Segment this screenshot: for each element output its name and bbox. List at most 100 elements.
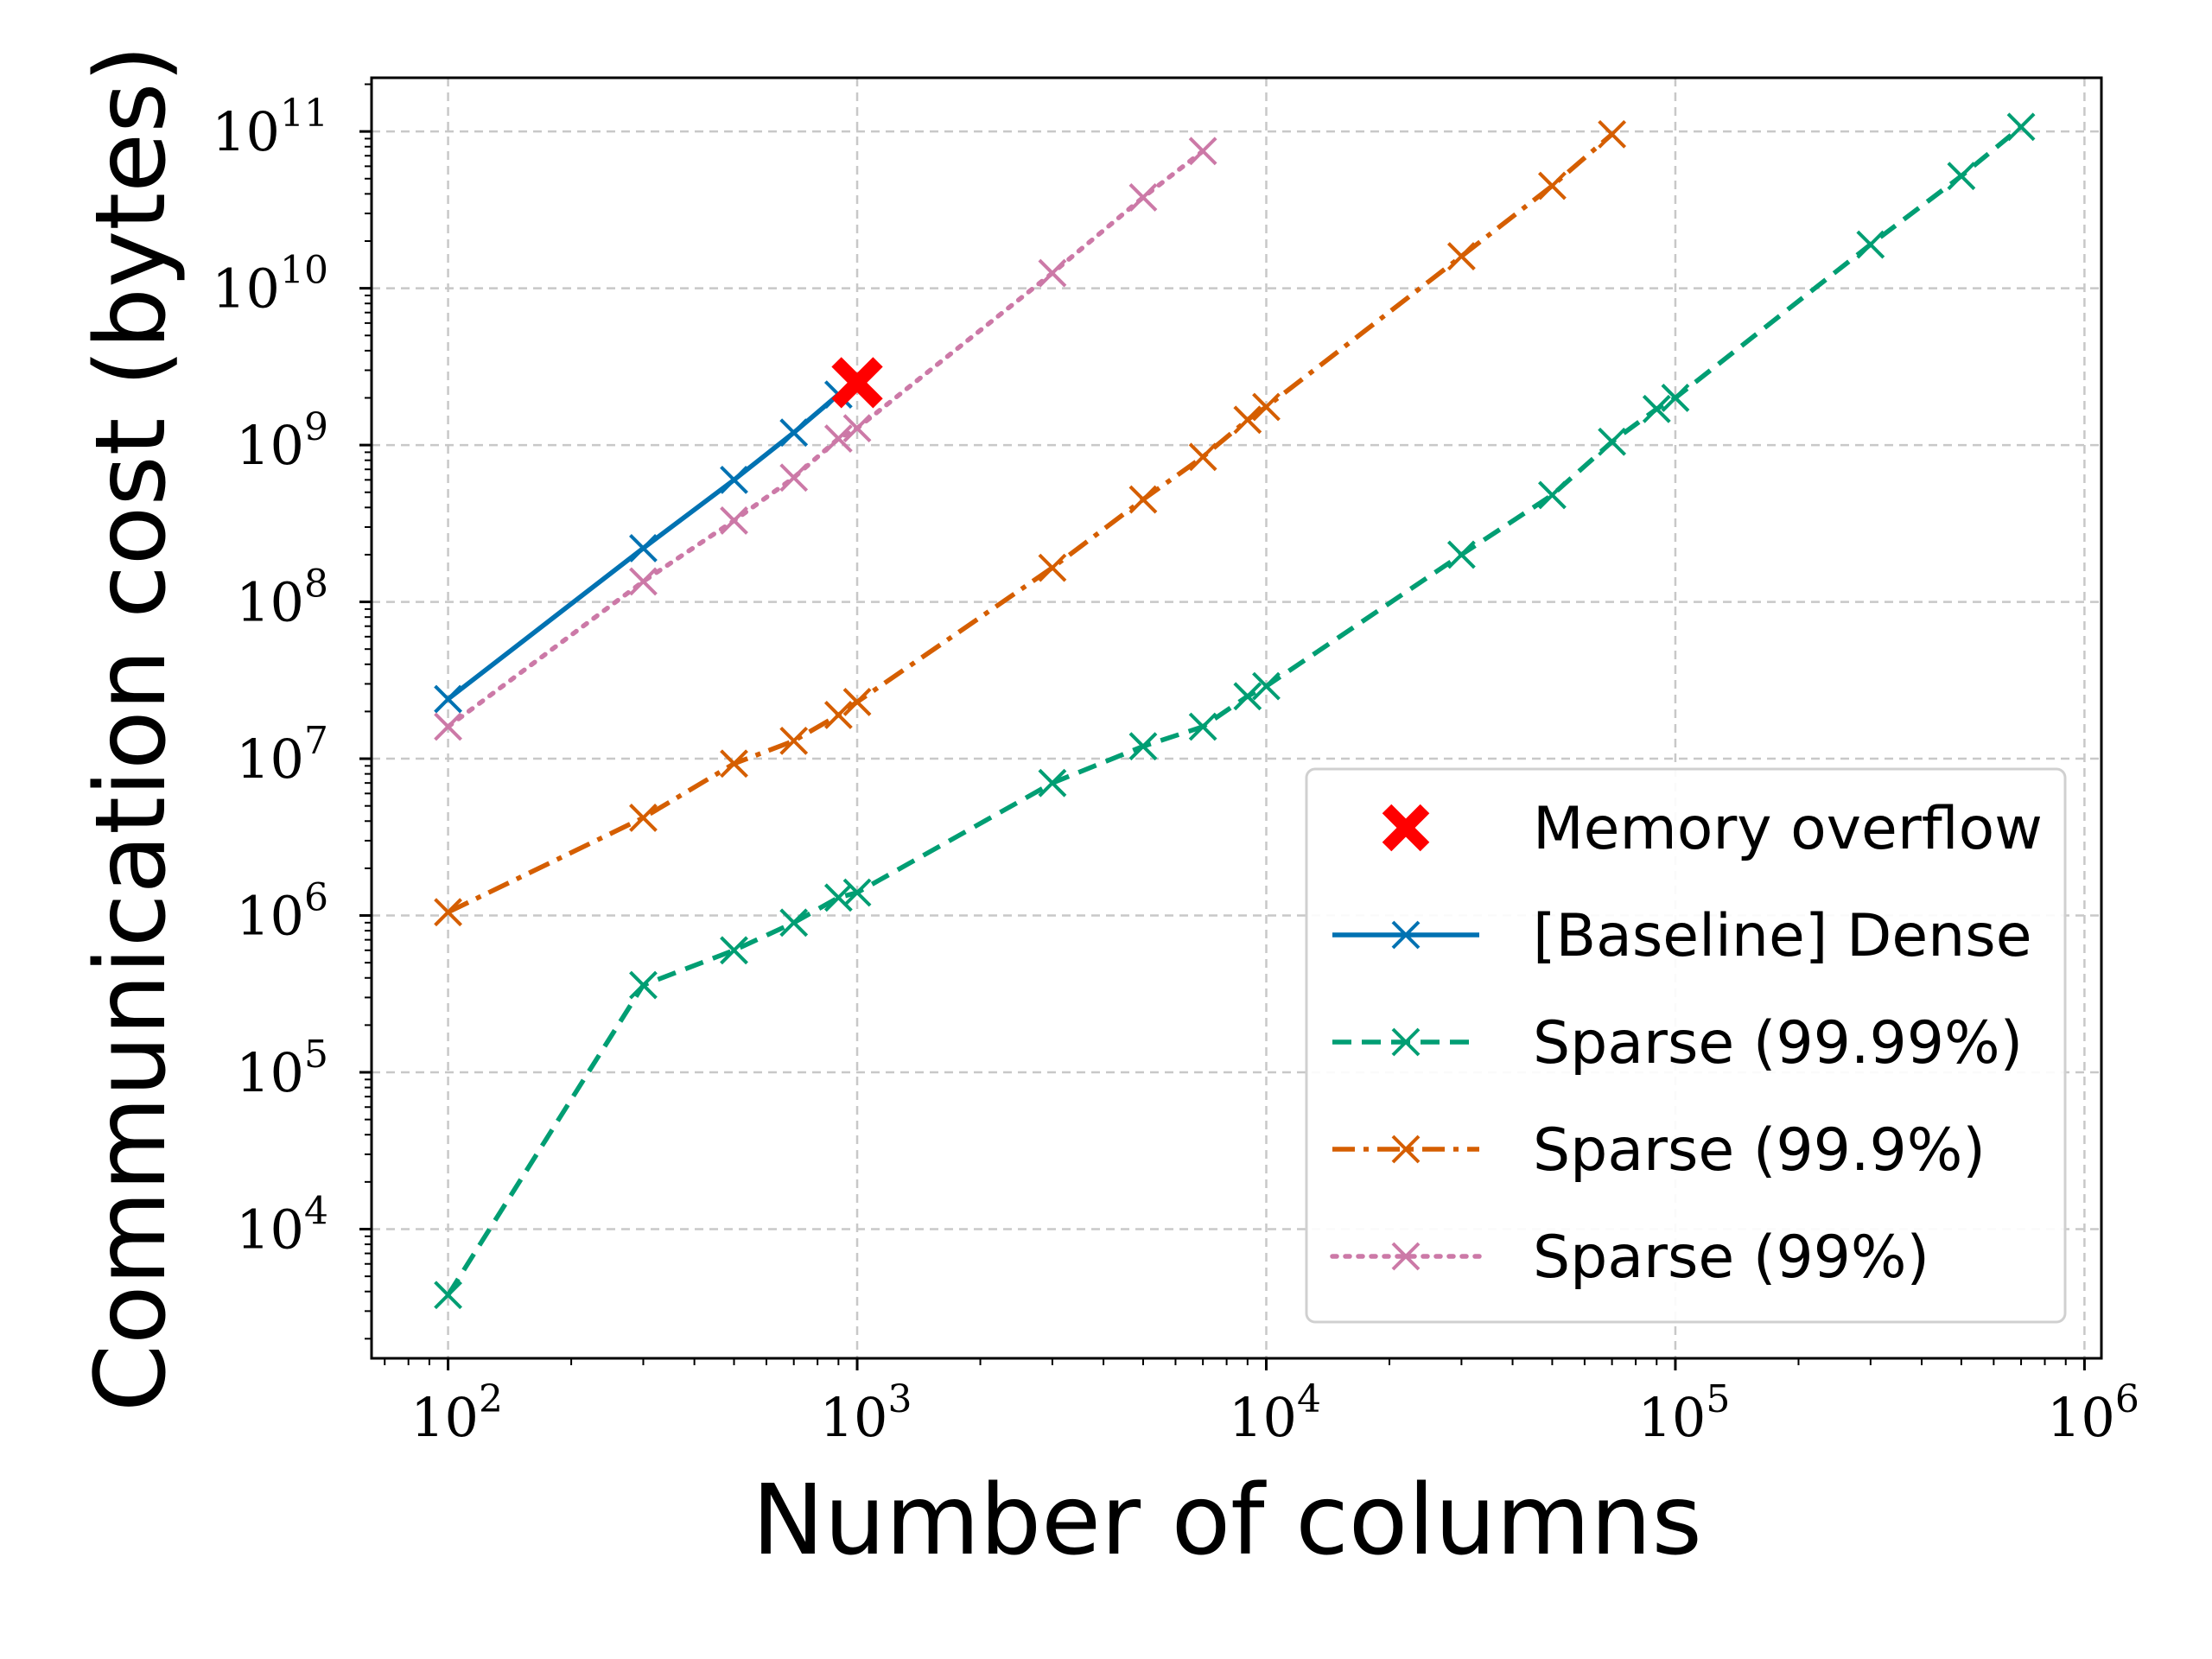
legend-marker: [1391, 1135, 1421, 1164]
data-point: [434, 1281, 462, 1310]
data-point-stroke-b: [779, 463, 809, 493]
y-tick-label-exponent: 11: [280, 92, 328, 136]
data-point: [823, 424, 853, 453]
data-point: [629, 970, 658, 1000]
data-point: [629, 804, 658, 832]
legend-marker: [1391, 1242, 1421, 1271]
data-point: [720, 749, 748, 779]
x-tick-label: 102: [410, 1377, 503, 1449]
series-3: [434, 137, 1217, 741]
y-tick-label: 108: [236, 563, 328, 634]
x-tick-label-base: 10: [2047, 1386, 2115, 1449]
y-tick-label-base: 10: [236, 1198, 304, 1261]
data-point-stroke-b: [1188, 137, 1217, 166]
data-point: [842, 414, 872, 443]
data-point: [1446, 242, 1476, 270]
data-point-stroke-b: [2006, 112, 2036, 142]
data-point: [779, 726, 809, 755]
data-point: [1252, 392, 1281, 422]
y-tick-label-base: 10: [236, 414, 304, 477]
data-point-stroke-b: [720, 936, 748, 965]
data-point-stroke-b: [1252, 392, 1281, 422]
x-tick-label-base: 10: [1229, 1386, 1297, 1449]
x-tick-label-base: 10: [820, 1386, 888, 1449]
data-point-stroke-b: [629, 804, 658, 832]
data-point: [823, 883, 853, 912]
x-tick-label-base: 10: [1637, 1386, 1706, 1449]
data-point: [1252, 671, 1281, 701]
legend-frame: [1305, 767, 2067, 1324]
y-axis-label: Communication cost (bytes): [75, 45, 188, 1412]
data-point-stroke-b: [1598, 119, 1627, 149]
y-tick-label-base: 10: [236, 571, 304, 634]
legend-label: Sparse (99.99%): [1533, 1009, 2023, 1077]
data-point-stroke-b: [1038, 258, 1067, 288]
x-tick-label-exponent: 2: [479, 1377, 503, 1421]
data-point: [434, 684, 462, 714]
data-point-stroke-b: [1188, 442, 1217, 472]
data-point-stroke-b: [720, 465, 748, 494]
overflow-x: [831, 357, 883, 409]
data-point-stroke-b: [1947, 162, 1976, 191]
data-point-stroke-b: [823, 701, 853, 729]
y-tick-label-exponent: 5: [304, 1033, 328, 1077]
legend-overflow-marker: [1382, 804, 1430, 852]
data-point: [1128, 182, 1158, 212]
data-point-stroke-b: [434, 1281, 462, 1310]
data-point: [434, 712, 462, 741]
y-tick-label: 1010: [212, 249, 328, 321]
legend-entry: [Baseline] Dense: [1332, 902, 2032, 970]
data-point-stroke-b: [629, 970, 658, 1000]
legend: Memory overflow [Baseline] Dense Sparse (9…: [1305, 767, 2067, 1324]
data-point: [1233, 405, 1262, 435]
data-point: [1947, 162, 1976, 191]
data-point: [1661, 384, 1690, 412]
plot-frame: [370, 76, 2103, 1360]
data-point: [1188, 137, 1217, 166]
y-tick-label-exponent: 9: [304, 405, 328, 449]
data-point-stroke-b: [1188, 712, 1217, 741]
data-point-stroke-b: [1598, 427, 1627, 456]
data-point: [842, 687, 872, 716]
data-point: [720, 506, 748, 535]
data-point-stroke-b: [1128, 485, 1158, 514]
data-point: [629, 567, 658, 596]
data-point-stroke-b: [1128, 732, 1158, 761]
data-point-stroke-b: [434, 712, 462, 741]
series-2: [434, 119, 1627, 927]
data-point: [1128, 732, 1158, 761]
data-point-stroke-b: [1038, 553, 1067, 582]
data-point-stroke-b: [1538, 171, 1567, 200]
data-point-stroke-b: [720, 749, 748, 779]
data-point: [1598, 119, 1627, 149]
legend-entry: Sparse (99.9%): [1332, 1116, 1986, 1185]
data-point-stroke-b: [1233, 405, 1262, 435]
y-tick-label-exponent: 4: [304, 1189, 328, 1233]
data-point-stroke-b: [779, 726, 809, 755]
data-point: [1188, 712, 1217, 741]
data-point: [1642, 394, 1671, 423]
legend-label: Sparse (99.9%): [1533, 1116, 1986, 1185]
legend-label: Memory overflow: [1533, 795, 2043, 863]
x-tick-label: 106: [2047, 1377, 2139, 1449]
data-point-stroke-b: [434, 684, 462, 714]
x-tick-label-base: 10: [410, 1386, 479, 1449]
y-tick-label-exponent: 6: [304, 876, 328, 920]
legend-entry: Sparse (99.99%): [1332, 1009, 2023, 1077]
legend-label: [Baseline] Dense: [1533, 902, 2032, 970]
legend-entry: Sparse (99%): [1330, 1224, 1929, 1292]
y-tick-label: 107: [236, 719, 328, 791]
legend-marker: [1391, 920, 1421, 950]
data-point: [720, 465, 748, 494]
data-point-stroke-b: [1128, 182, 1158, 212]
y-tick-label-exponent: 7: [304, 719, 328, 763]
data-point-stroke-b: [1661, 384, 1690, 412]
data-point-stroke-b: [823, 424, 853, 453]
x-tick-label: 103: [820, 1377, 912, 1449]
y-tick-label-base: 10: [212, 100, 280, 163]
x-tick-label-exponent: 3: [887, 1377, 912, 1421]
data-point-stroke-b: [842, 414, 872, 443]
data-point-stroke-b: [1252, 671, 1281, 701]
legend-entry: Memory overflow: [1382, 795, 2043, 863]
x-tick-label-exponent: 4: [1297, 1377, 1321, 1421]
